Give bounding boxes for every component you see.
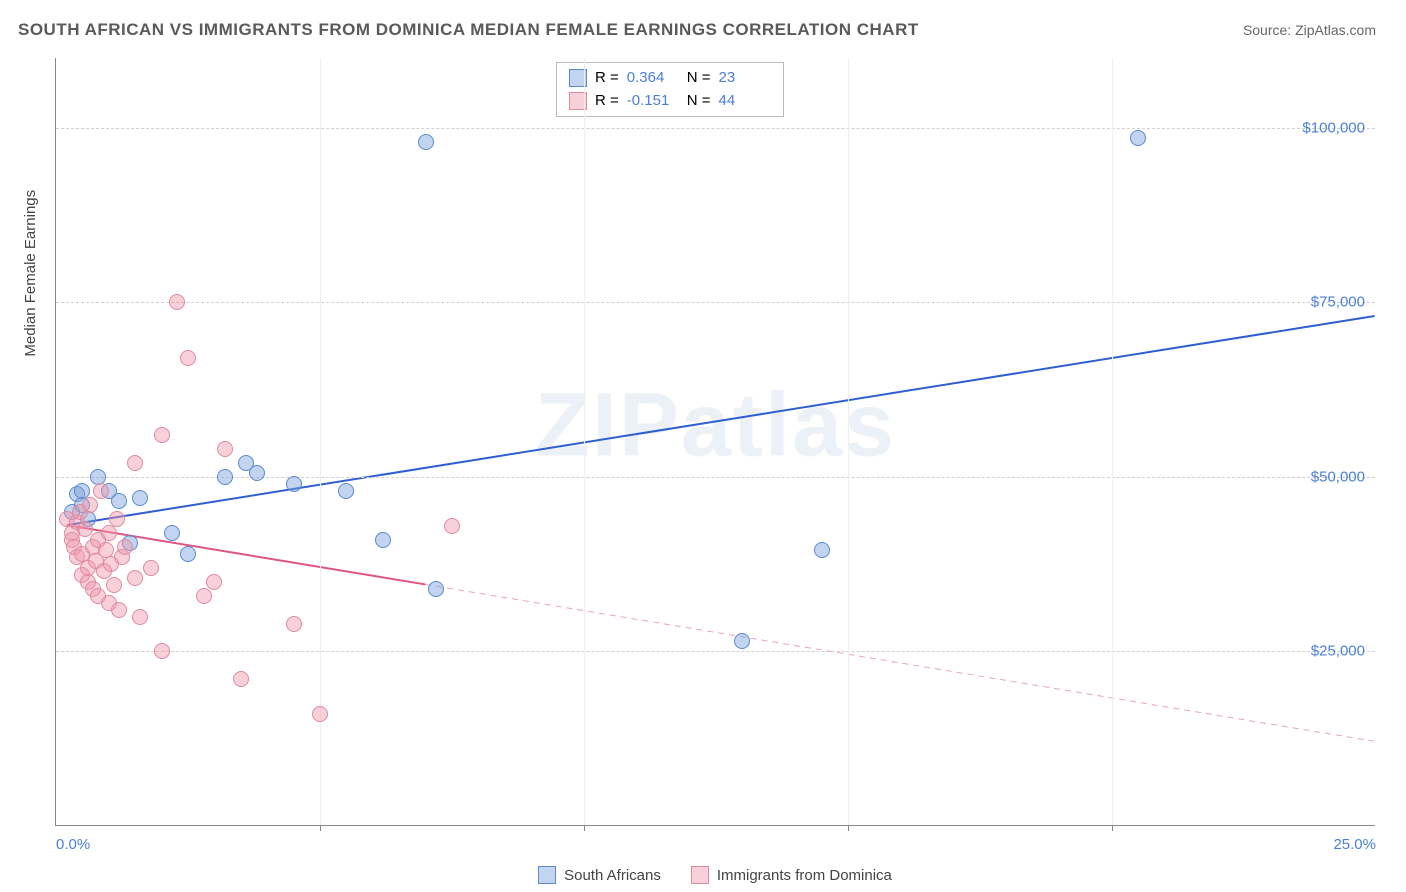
x-tick-mark: [584, 825, 585, 831]
data-point: [127, 570, 143, 586]
y-tick-label: $100,000: [1302, 119, 1365, 136]
data-point: [117, 539, 133, 555]
y-axis-label: Median Female Earnings: [22, 190, 39, 357]
data-point: [217, 441, 233, 457]
y-tick-label: $50,000: [1311, 468, 1365, 485]
legend-item: South Africans: [538, 866, 661, 884]
trend-lines: [56, 58, 1375, 825]
data-point: [101, 525, 117, 541]
data-point: [132, 609, 148, 625]
data-point: [127, 455, 143, 471]
gridline-horizontal: [56, 302, 1375, 303]
data-point: [154, 427, 170, 443]
chart-title: SOUTH AFRICAN VS IMMIGRANTS FROM DOMINIC…: [18, 20, 919, 40]
stat-r-value: 0.364: [627, 67, 679, 90]
data-point: [286, 476, 302, 492]
data-point: [1130, 130, 1146, 146]
data-point: [814, 542, 830, 558]
data-point: [111, 493, 127, 509]
stat-r-label: R =: [595, 67, 619, 90]
data-point: [106, 577, 122, 593]
data-point: [734, 633, 750, 649]
legend-swatch: [691, 866, 709, 884]
trend-line: [67, 316, 1375, 525]
legend-label: Immigrants from Dominica: [717, 867, 892, 884]
data-point: [375, 532, 391, 548]
stat-n-value: 23: [719, 67, 771, 90]
stat-n-value: 44: [719, 90, 771, 113]
data-point: [286, 616, 302, 632]
data-point: [338, 483, 354, 499]
data-point: [312, 706, 328, 722]
x-tick-mark: [848, 825, 849, 831]
y-tick-label: $75,000: [1311, 294, 1365, 311]
trend-line: [425, 584, 1374, 741]
data-point: [111, 602, 127, 618]
data-point: [217, 469, 233, 485]
data-point: [143, 560, 159, 576]
gridline-vertical: [584, 58, 585, 825]
x-tick-mark: [1112, 825, 1113, 831]
data-point: [82, 497, 98, 513]
chart-container: SOUTH AFRICAN VS IMMIGRANTS FROM DOMINIC…: [0, 0, 1406, 892]
stats-row: R = -0.151 N = 44: [569, 90, 771, 113]
data-point: [249, 465, 265, 481]
legend-bottom: South Africans Immigrants from Dominica: [55, 866, 1375, 884]
data-point: [428, 581, 444, 597]
stats-row: R = 0.364 N = 23: [569, 67, 771, 90]
stat-n-label: N =: [687, 90, 711, 113]
stat-n-label: N =: [687, 67, 711, 90]
y-tick-label: $25,000: [1311, 643, 1365, 660]
data-point: [233, 671, 249, 687]
x-tick-mark: [320, 825, 321, 831]
data-point: [164, 525, 180, 541]
data-point: [180, 546, 196, 562]
data-point: [109, 511, 125, 527]
legend-swatch: [538, 866, 556, 884]
data-point: [196, 588, 212, 604]
legend-item: Immigrants from Dominica: [691, 866, 892, 884]
source-label: Source: ZipAtlas.com: [1243, 22, 1376, 38]
gridline-horizontal: [56, 128, 1375, 129]
data-point: [154, 643, 170, 659]
stat-r-label: R =: [595, 90, 619, 113]
data-point: [180, 350, 196, 366]
stats-legend-box: R = 0.364 N = 23 R = -0.151 N = 44: [556, 62, 784, 117]
x-tick-label: 25.0%: [1333, 836, 1376, 853]
gridline-horizontal: [56, 651, 1375, 652]
watermark: ZIPatlas: [535, 375, 896, 478]
stat-r-value: -0.151: [627, 90, 679, 113]
data-point: [93, 483, 109, 499]
plot-area: ZIPatlas R = 0.364 N = 23 R = -0.151 N = 44 $25…: [55, 58, 1375, 826]
data-point: [418, 134, 434, 150]
legend-label: South Africans: [564, 867, 661, 884]
data-point: [132, 490, 148, 506]
data-point: [169, 294, 185, 310]
x-tick-label: 0.0%: [56, 836, 90, 853]
gridline-vertical: [848, 58, 849, 825]
data-point: [444, 518, 460, 534]
data-point: [206, 574, 222, 590]
gridline-vertical: [1112, 58, 1113, 825]
